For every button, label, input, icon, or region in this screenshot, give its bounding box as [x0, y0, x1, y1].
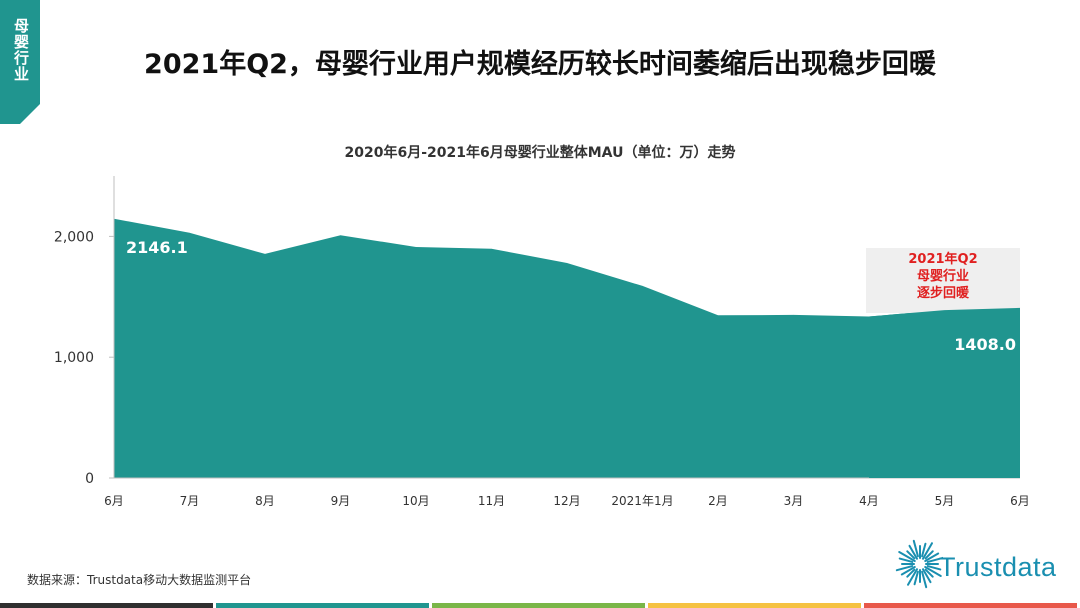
- logo-text: Trustdata: [939, 552, 1057, 582]
- x-tick-label: 6月: [104, 494, 124, 508]
- x-tick-label: 2月: [708, 494, 728, 508]
- starburst-ray: [924, 566, 942, 577]
- mau-area-series-overlay: [869, 307, 1020, 478]
- chart-title: 2020年6月-2021年6月母婴行业整体MAU（单位：万）走势: [344, 145, 736, 161]
- side-tab: 母婴行业: [0, 0, 40, 124]
- annotation-line: 逐步回暖: [917, 285, 970, 301]
- starburst-ray: [921, 570, 928, 589]
- x-tick-label: 7月: [180, 494, 200, 508]
- data-source-note: 数据来源：Trustdata移动大数据监测平台: [27, 573, 252, 587]
- x-tick-label: 5月: [935, 494, 955, 508]
- starburst-icon: [895, 539, 943, 589]
- data-label: 2146.1: [126, 238, 188, 257]
- x-tick-label: 6月: [1010, 494, 1030, 508]
- starburst-ray: [921, 542, 927, 558]
- starburst-ray: [913, 570, 919, 586]
- starburst-ray: [908, 544, 918, 560]
- starburst-ray: [912, 539, 919, 558]
- x-tick-label: 2021年1月: [611, 494, 673, 508]
- starburst-ray: [898, 557, 914, 563]
- data-label: 1408.0: [954, 335, 1016, 354]
- starburst-ray: [924, 568, 934, 578]
- annotation-line: 2021年Q2: [908, 251, 977, 267]
- page-headline: 2021年Q2，母婴行业用户规模经历较长时间萎缩后出现稳步回暖: [144, 49, 936, 80]
- starburst-ray: [906, 568, 916, 578]
- y-tick-label: 0: [85, 471, 94, 487]
- starburst-ray: [922, 568, 932, 584]
- starburst-ray: [926, 556, 943, 563]
- footer-color-bar: [432, 603, 645, 608]
- footer-color-bar: [648, 603, 861, 608]
- footer-color-bar: [864, 603, 1077, 608]
- side-tab-shape: [0, 0, 40, 124]
- starburst-ray: [924, 552, 940, 562]
- starburst-ray: [926, 565, 942, 571]
- footer-color-bar: [0, 603, 213, 608]
- starburst-ray: [898, 551, 916, 562]
- x-tick-label: 12月: [553, 494, 580, 508]
- annotation-line: 母婴行业: [917, 268, 969, 284]
- y-tick-label: 1,000: [54, 350, 94, 366]
- starburst-ray: [895, 565, 914, 572]
- x-tick-label: 3月: [784, 494, 804, 508]
- annotation-box: [866, 248, 1020, 313]
- x-tick-label: 8月: [255, 494, 275, 508]
- starburst-ray: [924, 550, 934, 560]
- x-tick-label: 4月: [859, 494, 879, 508]
- footer-color-bar: [216, 603, 429, 608]
- starburst-ray: [922, 542, 933, 560]
- starburst-ray: [906, 550, 916, 560]
- x-tick-label: 9月: [331, 494, 351, 508]
- mau-area-series: [114, 218, 1020, 479]
- starburst-ray: [907, 568, 918, 586]
- x-tick-label: 11月: [478, 494, 505, 508]
- footer-color-bars: [0, 603, 1080, 608]
- side-tab-label: 母婴行业: [12, 18, 30, 82]
- trustdata-logo: Trustdata: [893, 534, 1073, 594]
- y-tick-label: 2,000: [54, 229, 94, 245]
- starburst-ray: [900, 566, 916, 576]
- x-tick-label: 10月: [402, 494, 429, 508]
